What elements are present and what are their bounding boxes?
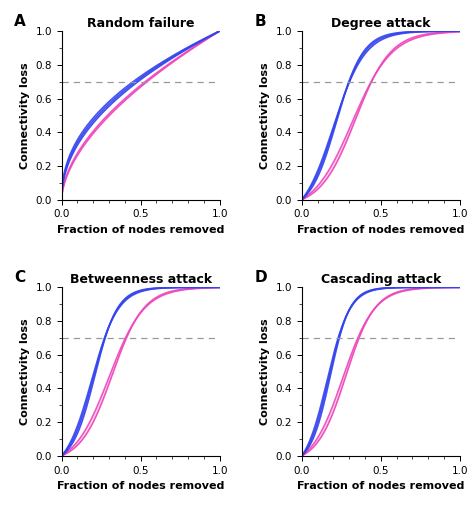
X-axis label: Fraction of nodes removed: Fraction of nodes removed xyxy=(297,481,465,491)
Text: C: C xyxy=(14,270,25,285)
Title: Degree attack: Degree attack xyxy=(331,17,430,30)
X-axis label: Fraction of nodes removed: Fraction of nodes removed xyxy=(297,225,465,235)
Y-axis label: Connectivity loss: Connectivity loss xyxy=(260,62,270,169)
Text: D: D xyxy=(255,270,267,285)
Title: Betweenness attack: Betweenness attack xyxy=(70,273,212,286)
Text: A: A xyxy=(14,14,26,29)
Y-axis label: Connectivity loss: Connectivity loss xyxy=(20,318,30,425)
X-axis label: Fraction of nodes removed: Fraction of nodes removed xyxy=(57,481,224,491)
Title: Random failure: Random failure xyxy=(87,17,194,30)
Title: Cascading attack: Cascading attack xyxy=(320,273,441,286)
Text: B: B xyxy=(255,14,266,29)
X-axis label: Fraction of nodes removed: Fraction of nodes removed xyxy=(57,225,224,235)
Y-axis label: Connectivity loss: Connectivity loss xyxy=(20,62,30,169)
Y-axis label: Connectivity loss: Connectivity loss xyxy=(260,318,270,425)
